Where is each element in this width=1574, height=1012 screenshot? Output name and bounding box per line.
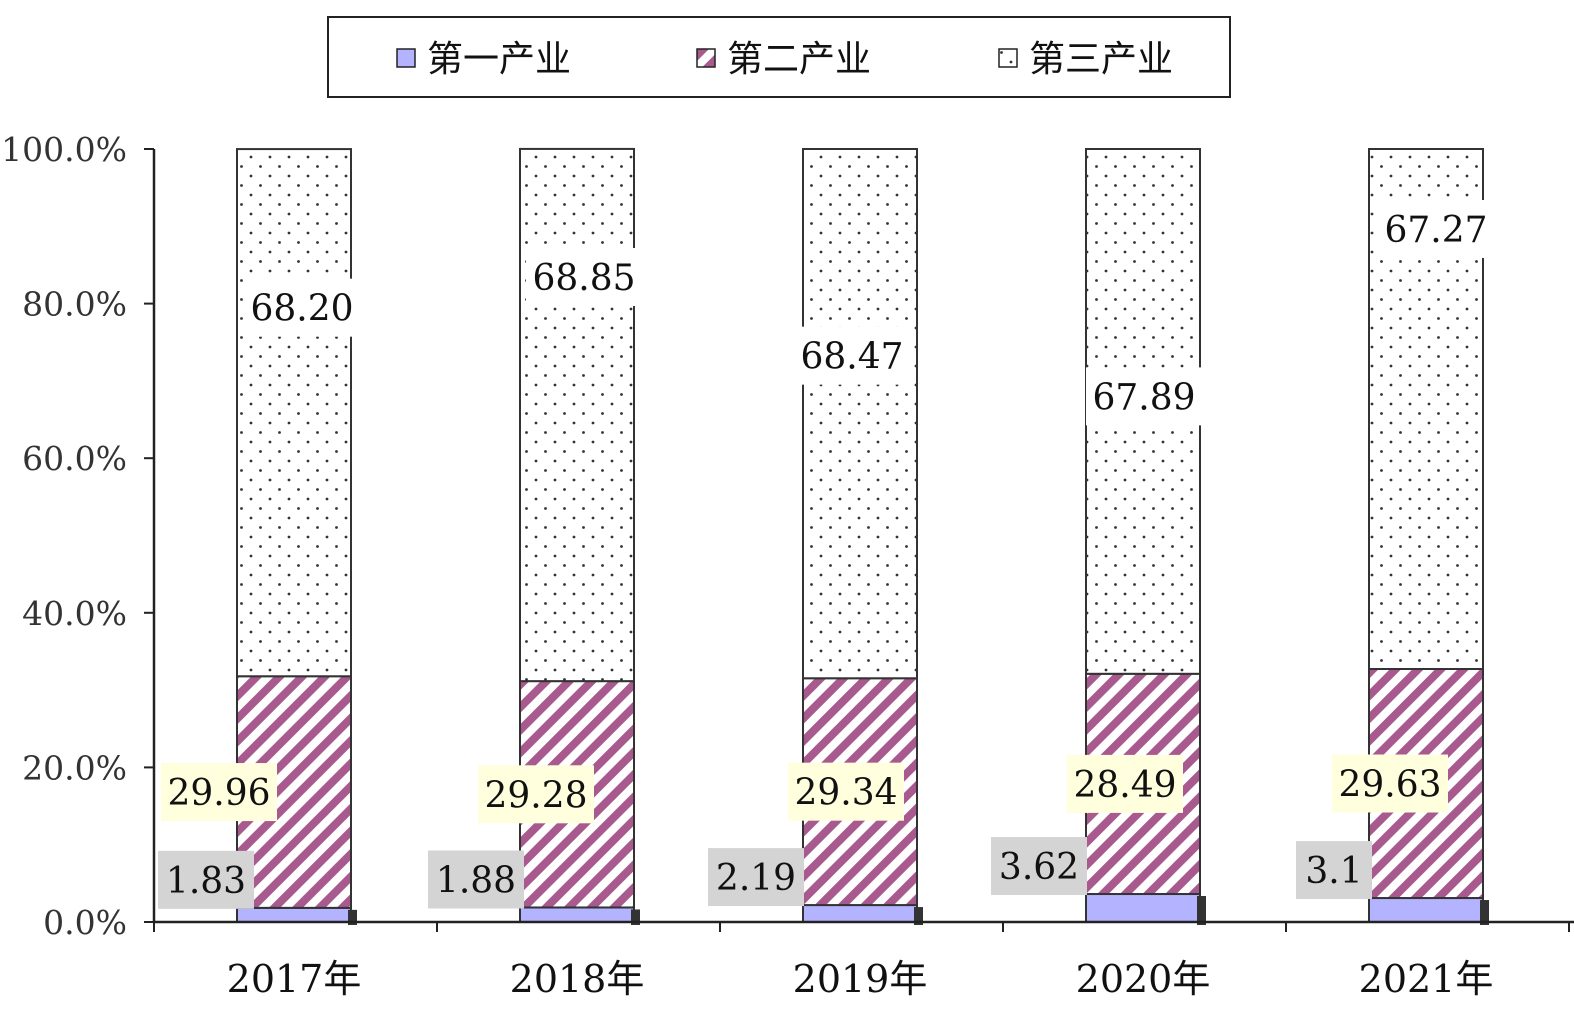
legend-item-tertiary: 第三产业 <box>998 39 1173 80</box>
x-tick-label: 2020年 <box>1076 957 1211 1001</box>
data-label-bg <box>1067 754 1183 813</box>
data-label-text: 3.62 <box>999 847 1079 888</box>
y-tick-label: 100.0% <box>1 130 127 169</box>
data-label-bg <box>478 765 594 824</box>
bar-shadow <box>631 909 640 925</box>
y-tick-label: 80.0% <box>22 285 127 324</box>
data-label-text: 2.19 <box>716 858 796 899</box>
data-label-text: 29.96 <box>167 773 270 814</box>
y-tick-label: 20.0% <box>22 748 127 787</box>
legend-label-primary: 第一产业 <box>427 39 571 80</box>
data-label-secondary: 29.34 <box>788 762 904 821</box>
data-label-text: 1.88 <box>436 860 516 901</box>
x-tick-label: 2021年 <box>1359 957 1494 1001</box>
legend-swatch-tertiary <box>998 48 1018 68</box>
data-label-tertiary: 68.47 <box>794 326 910 385</box>
data-label-bg <box>1296 841 1372 900</box>
data-label-bg <box>794 326 910 385</box>
data-label-text: 3.1 <box>1305 851 1362 892</box>
data-label-text: 1.83 <box>166 861 246 902</box>
data-label-bg <box>708 848 804 907</box>
data-label-text: 68.47 <box>800 337 903 378</box>
data-label-bg <box>244 278 360 337</box>
data-label-text: 28.49 <box>1073 765 1176 806</box>
bar-shadow <box>914 907 923 925</box>
data-label-tertiary: 68.20 <box>244 278 360 337</box>
data-label-bg <box>991 837 1087 896</box>
bar-shadow <box>1480 900 1489 925</box>
bar-segment-primary <box>236 906 352 924</box>
data-label-text: 67.89 <box>1092 377 1195 418</box>
y-tick-label: 0.0% <box>43 903 127 942</box>
data-label-tertiary: 67.89 <box>1086 367 1202 426</box>
data-label-text: 29.28 <box>484 775 587 816</box>
data-label-primary: 3.62 <box>991 837 1087 896</box>
data-label-primary: 3.1 <box>1296 841 1372 900</box>
legend: 第一产业 第二产业 第三产业 <box>327 16 1231 98</box>
data-label-text: 68.20 <box>250 289 353 330</box>
data-label-tertiary: 68.85 <box>526 248 642 307</box>
bar-shadow <box>348 909 357 925</box>
bar-segment-tertiary <box>802 148 918 680</box>
data-label-bg <box>1332 754 1448 813</box>
bar-shadow <box>1197 896 1206 925</box>
data-label-primary: 1.88 <box>428 850 524 909</box>
data-label-text: 68.85 <box>532 258 635 299</box>
data-label-secondary: 29.28 <box>478 765 594 824</box>
data-label-text: 29.34 <box>794 773 897 814</box>
bar-segment-tertiary <box>236 148 352 678</box>
data-label-secondary: 29.63 <box>1332 754 1448 813</box>
bar-segment-tertiary <box>519 147 635 683</box>
y-tick-label: 40.0% <box>22 594 127 633</box>
x-tick-label: 2017年 <box>227 957 362 1001</box>
data-label-primary: 2.19 <box>708 848 804 907</box>
legend-swatch-primary <box>396 48 416 68</box>
data-label-bg <box>158 850 254 909</box>
legend-swatch-secondary <box>696 48 716 68</box>
legend-label-tertiary: 第三产业 <box>1029 39 1173 80</box>
data-label-secondary: 29.96 <box>161 763 277 822</box>
data-label-bg <box>1086 367 1202 426</box>
data-label-bg <box>428 850 524 909</box>
x-axis-labels: 2017年 2018年 2019年 2020年 2021年 <box>227 957 1494 1001</box>
bar-segment-primary <box>1368 897 1484 923</box>
y-tick-label: 60.0% <box>22 439 127 478</box>
y-axis-ticks: 0.0% 20.0% 40.0% 60.0% 80.0% 100.0% <box>1 130 154 942</box>
data-label-text: 67.27 <box>1384 210 1487 251</box>
legend-frame <box>327 16 1231 98</box>
data-label-secondary: 28.49 <box>1067 754 1183 813</box>
axes <box>152 149 1574 932</box>
data-label-bg <box>161 763 277 822</box>
data-label-bg <box>788 762 904 821</box>
data-labels: 1.83 29.96 68.20 1.88 29.28 68.85 2.19 29.34 68.… <box>158 199 1494 909</box>
bar-segment-primary <box>1085 893 1201 923</box>
legend-item-primary: 第一产业 <box>396 39 571 80</box>
data-label-tertiary: 67.27 <box>1378 199 1494 258</box>
bar-segment-primary <box>802 904 918 923</box>
legend-item-secondary: 第二产业 <box>696 39 871 80</box>
data-label-bg <box>1378 199 1494 258</box>
legend-label-secondary: 第二产业 <box>727 39 871 80</box>
x-tick-label: 2019年 <box>793 957 928 1001</box>
data-label-bg <box>526 248 642 307</box>
data-label-primary: 1.83 <box>158 850 254 909</box>
bar-segment-primary <box>519 906 635 923</box>
data-label-text: 29.63 <box>1338 765 1441 806</box>
x-tick-label: 2018年 <box>510 957 645 1001</box>
